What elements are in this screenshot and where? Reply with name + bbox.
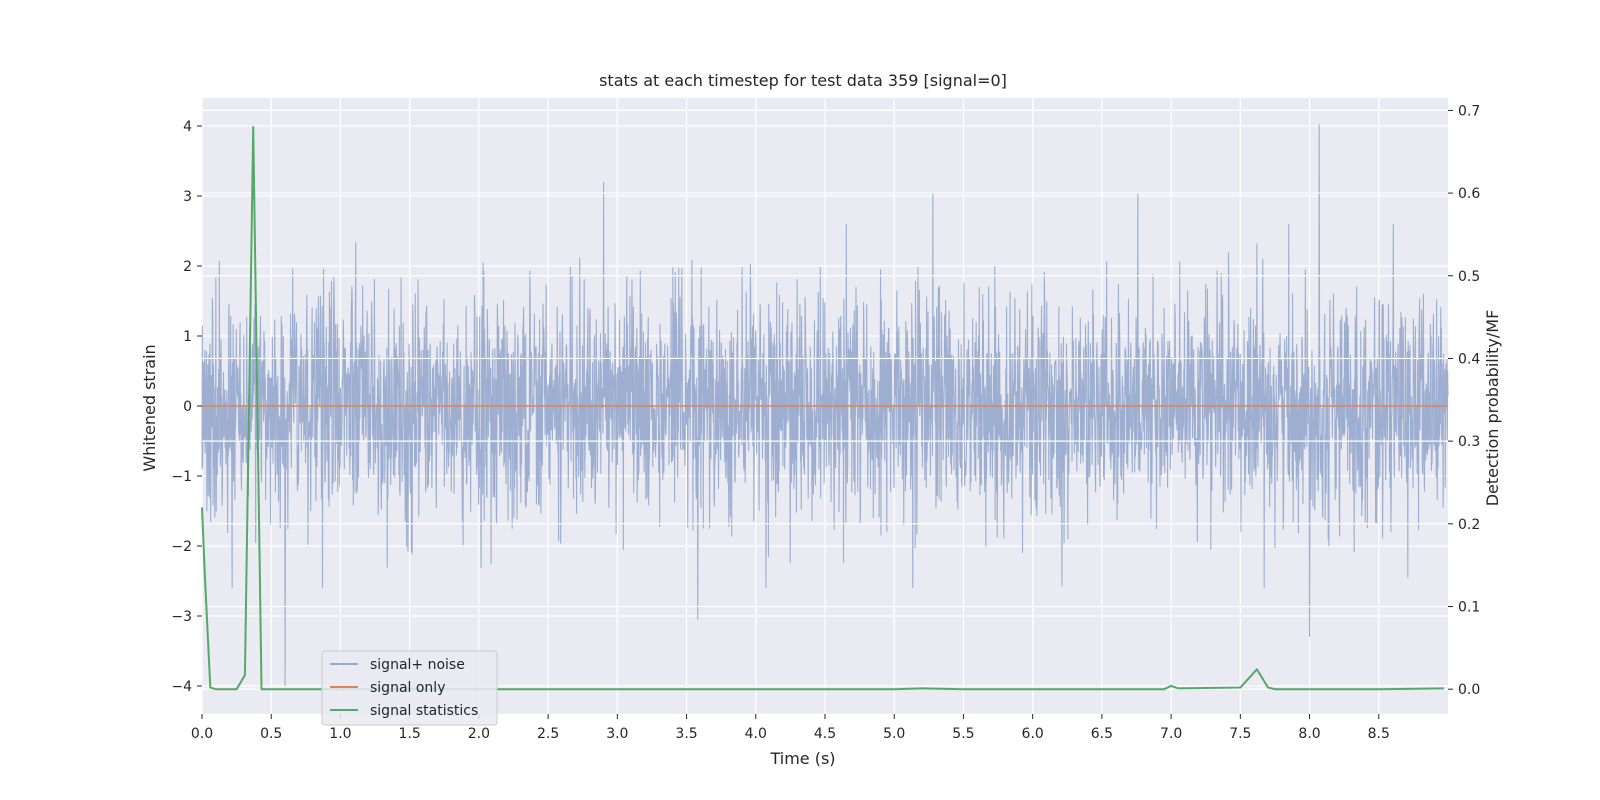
y-left-tick-label: 0 (183, 399, 192, 415)
x-tick-label: 6.5 (1091, 726, 1113, 742)
x-tick-label: 8.0 (1298, 726, 1320, 742)
y-left-tick-label: −3 (171, 609, 192, 625)
legend-label-signal-statistics: signal statistics (370, 703, 478, 719)
x-axis-title: Time (s) (769, 749, 835, 768)
x-tick-label: 8.5 (1368, 726, 1390, 742)
x-tick-label: 7.5 (1229, 726, 1251, 742)
x-tick-label: 4.5 (814, 726, 836, 742)
legend: signal+ noise signal only signal statist… (321, 650, 498, 726)
x-tick-label: 4.0 (745, 726, 767, 742)
x-tick-label: 0.0 (191, 726, 213, 742)
x-tick-label: 2.5 (537, 726, 559, 742)
y-right-tick-label: 0.2 (1458, 517, 1480, 533)
legend-label-signal-only: signal only (370, 680, 445, 696)
y-right-tick-label: 0.3 (1458, 434, 1480, 450)
y-left-tick-label: −4 (171, 679, 192, 695)
y-right-axis-ticks: 0.0 0.1 0.2 0.3 0.4 0.5 0.6 0.7 (1448, 103, 1480, 698)
chart-title: stats at each timestep for test data 359… (599, 71, 1007, 90)
y-right-tick-label: 0.5 (1458, 269, 1480, 285)
y-left-tick-label: 4 (183, 119, 192, 135)
y-right-tick-label: 0.1 (1458, 600, 1480, 616)
x-tick-label: 1.0 (329, 726, 351, 742)
x-tick-label: 2.0 (468, 726, 490, 742)
y-left-tick-label: 2 (183, 259, 192, 275)
series-signal-statistics (201, 125, 1444, 691)
signal-noise-line (201, 124, 1449, 687)
y-left-tick-label: −1 (171, 469, 192, 485)
legend-label-signal-noise: signal+ noise (370, 657, 465, 673)
grid-horizontal-right (202, 109, 1448, 690)
legend-box (321, 650, 498, 726)
x-tick-label: 5.5 (952, 726, 974, 742)
x-tick-label: 6.0 (1022, 726, 1044, 742)
x-tick-label: 3.5 (675, 726, 697, 742)
y-left-tick-label: 1 (183, 329, 192, 345)
y-right-tick-label: 0.6 (1458, 186, 1480, 202)
y-left-axis-ticks: −4 −3 −2 −1 0 1 2 3 4 (171, 119, 202, 695)
x-tick-label: 0.5 (260, 726, 282, 742)
series-signal-noise (201, 124, 1449, 687)
y-left-axis-title: Whitened strain (140, 344, 159, 471)
y-left-tick-label: 3 (183, 189, 192, 205)
y-right-tick-label: 0.0 (1458, 682, 1480, 698)
y-left-tick-label: −2 (171, 539, 192, 555)
x-axis-ticks: 0.0 0.5 1.0 1.5 2.0 2.5 3.0 3.5 4.0 4.5 5.0 5.5 6.0 6… (191, 714, 1390, 742)
x-tick-label: 1.5 (399, 726, 421, 742)
y-right-tick-label: 0.7 (1458, 103, 1480, 119)
y-right-tick-label: 0.4 (1458, 351, 1480, 367)
x-tick-label: 5.0 (883, 726, 905, 742)
x-tick-label: 3.0 (606, 726, 628, 742)
x-tick-label: 7.0 (1160, 726, 1182, 742)
signal-statistics-line (201, 125, 1444, 691)
y-right-axis-title: Detection probability/MF (1483, 310, 1502, 507)
